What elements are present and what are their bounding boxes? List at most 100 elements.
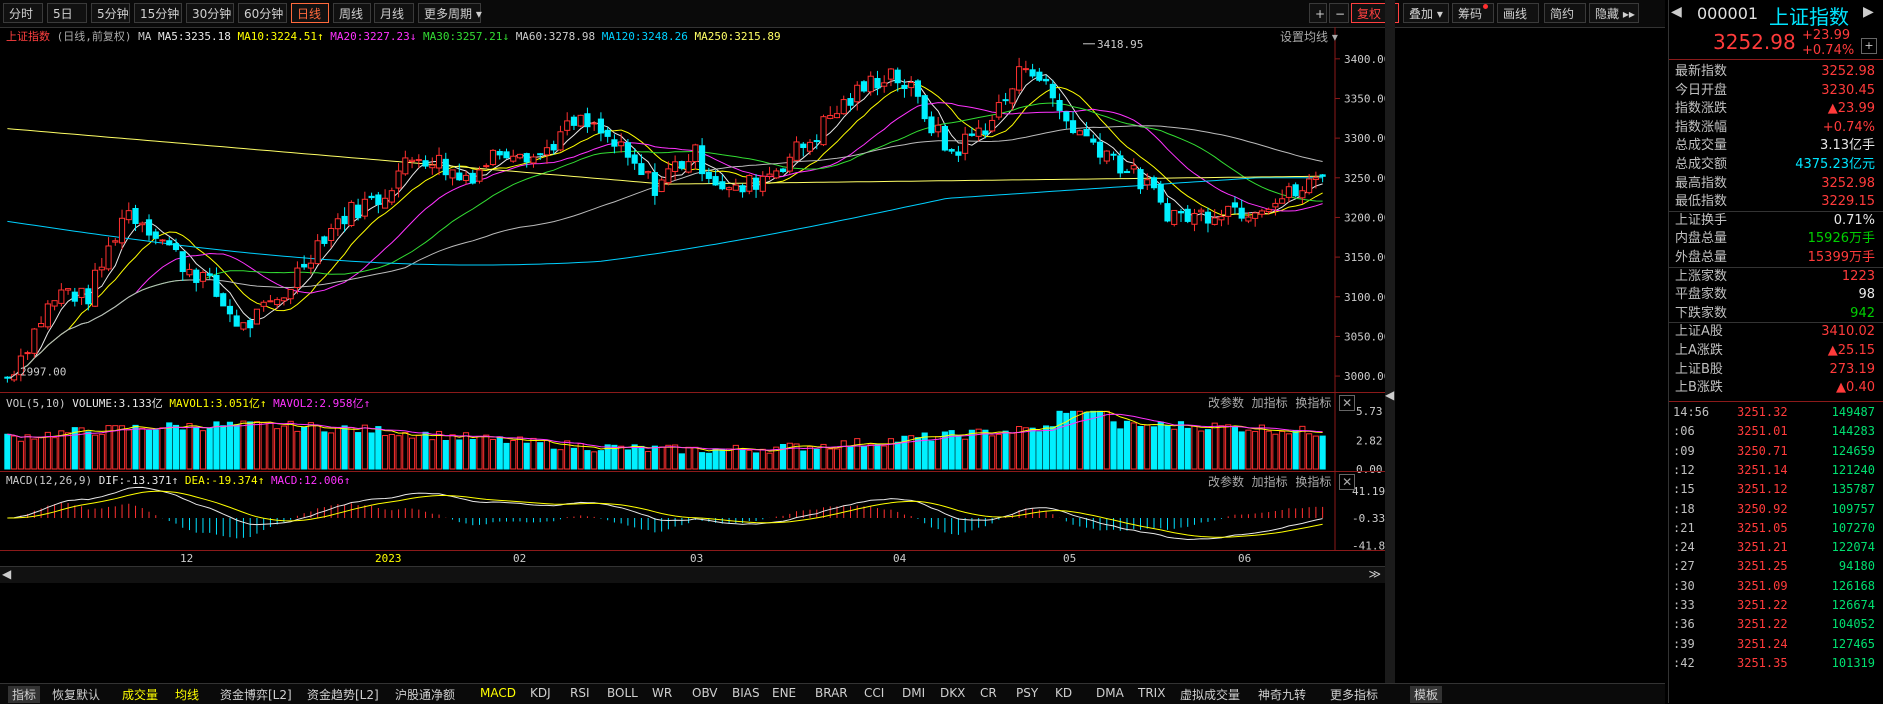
next-stock-icon[interactable]: ▶ <box>1863 4 1874 20</box>
toolbar-btn-4[interactable]: 筹码 <box>1452 3 1494 23</box>
candle-body <box>584 113 591 128</box>
period-tab-1[interactable]: 5日 <box>47 3 87 23</box>
macd-chart-svg[interactable]: 41.19 -0.33 -41.86 <box>0 472 1385 550</box>
indicator-tab[interactable]: 沪股通净额 <box>395 688 456 702</box>
indicator-tab[interactable]: 资金博弈[L2] <box>220 688 292 702</box>
indicator-tab[interactable]: 资金趋势[L2] <box>307 688 379 702</box>
volume-bar <box>206 427 213 470</box>
indicator-tab[interactable]: 神奇九转 <box>1258 688 1307 702</box>
indicator-tab[interactable]: OBV <box>692 686 718 700</box>
ma-settings-button[interactable]: 设置均线 ▾ <box>1280 30 1338 44</box>
candle-body <box>995 102 1002 118</box>
indicator-tab[interactable]: 恢复默认 <box>52 688 101 702</box>
indicator-tab[interactable]: ENE <box>772 686 797 700</box>
volume-bar <box>510 440 517 470</box>
scroll-right-icon[interactable]: ≫ <box>1368 567 1381 581</box>
period-tab-3[interactable]: 15分钟 <box>134 3 182 23</box>
indicator-tab[interactable]: DMA <box>1096 686 1124 700</box>
candle-body <box>685 161 692 173</box>
candle-body <box>1245 216 1252 222</box>
indicator-tab[interactable]: BIAS <box>732 686 760 700</box>
quote-row-key: 指数涨幅 <box>1675 119 1728 135</box>
toolbar-btn-6[interactable]: 简约 <box>1544 3 1586 23</box>
indicator-tab[interactable]: 指标 <box>8 686 41 703</box>
chart-scrollbar[interactable]: ◀ ≫ <box>0 566 1385 583</box>
vol-add-button[interactable]: 加指标 <box>1251 396 1288 410</box>
indicator-tab[interactable]: MACD <box>480 686 516 700</box>
indicator-tab[interactable]: WR <box>652 686 673 700</box>
quote-row: 总成交额 4375.23亿元 <box>1675 155 1879 174</box>
indicator-tab[interactable]: 均线 <box>175 688 200 702</box>
tick-row: :33 3251.22 126674 <box>1669 596 1881 615</box>
indicator-tab[interactable]: DKX <box>940 686 966 700</box>
macd-param-button[interactable]: 改参数 <box>1208 475 1245 489</box>
ma250-line <box>7 128 1323 185</box>
volume-bar <box>118 425 126 470</box>
volume-bar <box>112 425 119 470</box>
add-watch-icon[interactable]: + <box>1861 38 1877 54</box>
tick-price: 3250.71 <box>1737 443 1788 458</box>
toolbar-btn-0[interactable]: + <box>1309 3 1327 23</box>
indicator-tab[interactable]: BOLL <box>607 686 638 700</box>
vol-swap-button[interactable]: 换指标 <box>1295 396 1332 410</box>
volume-bar <box>685 446 692 470</box>
splitter[interactable]: ◀ <box>1385 0 1395 703</box>
period-tab-7[interactable]: 周线 <box>333 3 371 23</box>
candle-body <box>860 81 868 92</box>
indicator-tab[interactable]: RSI <box>570 686 590 700</box>
volume-bar <box>955 434 962 470</box>
indicator-tab[interactable]: PSY <box>1016 686 1039 700</box>
volume-bar <box>719 448 726 470</box>
vol-param-button[interactable]: 改参数 <box>1208 396 1245 410</box>
toolbar-btn-1[interactable]: − <box>1329 3 1349 23</box>
period-tab-2[interactable]: 5分钟 <box>91 3 130 23</box>
scroll-left-icon[interactable]: ◀ <box>2 567 12 581</box>
candle-body <box>1184 208 1191 222</box>
macd-add-button[interactable]: 加指标 <box>1251 475 1288 489</box>
volume-bar <box>496 436 503 470</box>
period-tab-8[interactable]: 月线 <box>374 3 414 23</box>
candle-body <box>179 251 186 273</box>
volume-bar <box>530 437 537 470</box>
volume-bar <box>564 440 571 470</box>
macd-swap-button[interactable]: 换指标 <box>1295 475 1332 489</box>
volume-bar <box>132 424 139 470</box>
indicator-tab[interactable]: TRIX <box>1138 686 1166 700</box>
collapse-icon[interactable]: ◀ <box>1385 388 1395 402</box>
indicator-tab[interactable]: CCI <box>864 686 885 700</box>
indicator-tab[interactable]: CR <box>980 686 997 700</box>
indicator-tab[interactable]: 虚拟成交量 <box>1180 688 1241 702</box>
toolbar-btn-7[interactable]: 隐藏 ▸▸ <box>1589 3 1639 23</box>
toolbar-btn-5[interactable]: 画线 <box>1497 3 1539 23</box>
period-tab-6[interactable]: 日线 <box>291 3 329 23</box>
period-tab-9[interactable]: 更多周期 ▾ <box>418 3 482 23</box>
period-tab-5[interactable]: 60分钟 <box>238 3 287 23</box>
vol-close-icon[interactable]: ✕ <box>1339 395 1356 411</box>
volume-bar <box>1218 425 1225 470</box>
volume-bar <box>1016 426 1023 470</box>
period-tab-0[interactable]: 分时 <box>3 3 43 23</box>
quote-row: 下跌家数 942 <box>1675 304 1879 323</box>
volume-chart-svg[interactable]: 5.73 2.82 0.00 <box>0 393 1385 473</box>
candle-body <box>732 184 739 191</box>
indicator-tab[interactable]: DMI <box>902 686 926 700</box>
macd-close-icon[interactable]: ✕ <box>1339 474 1356 490</box>
toolbar-btn-3[interactable]: 叠加 ▾ <box>1403 3 1449 23</box>
indicator-tab[interactable]: 更多指标 <box>1330 688 1379 702</box>
macd-dif: DIF:-13.371 <box>98 474 172 487</box>
prev-stock-icon[interactable]: ◀ <box>1671 4 1682 20</box>
quote-row-key: 上A涨跌 <box>1675 343 1723 358</box>
quote-row-value: 942 <box>1850 305 1875 321</box>
indicator-tab[interactable]: BRAR <box>815 686 848 700</box>
price-chart-svg[interactable]: 3400.00 3350.00 3300.00 3250.00 3200.00 3150.… <box>0 27 1385 392</box>
price-axis-label: 3050.00 <box>1344 330 1385 343</box>
quote-row-key: 外盘总量 <box>1675 250 1728 265</box>
volume-bar <box>422 431 429 470</box>
indicator-tab[interactable]: 模板 <box>1410 686 1443 703</box>
indicator-tab[interactable]: 成交量 <box>122 688 159 702</box>
indicator-tab[interactable]: KDJ <box>530 686 551 700</box>
candle-body <box>645 171 652 174</box>
quote-row-value: 1223 <box>1841 268 1875 284</box>
period-tab-4[interactable]: 30分钟 <box>186 3 234 23</box>
indicator-tab[interactable]: KD <box>1055 686 1073 700</box>
